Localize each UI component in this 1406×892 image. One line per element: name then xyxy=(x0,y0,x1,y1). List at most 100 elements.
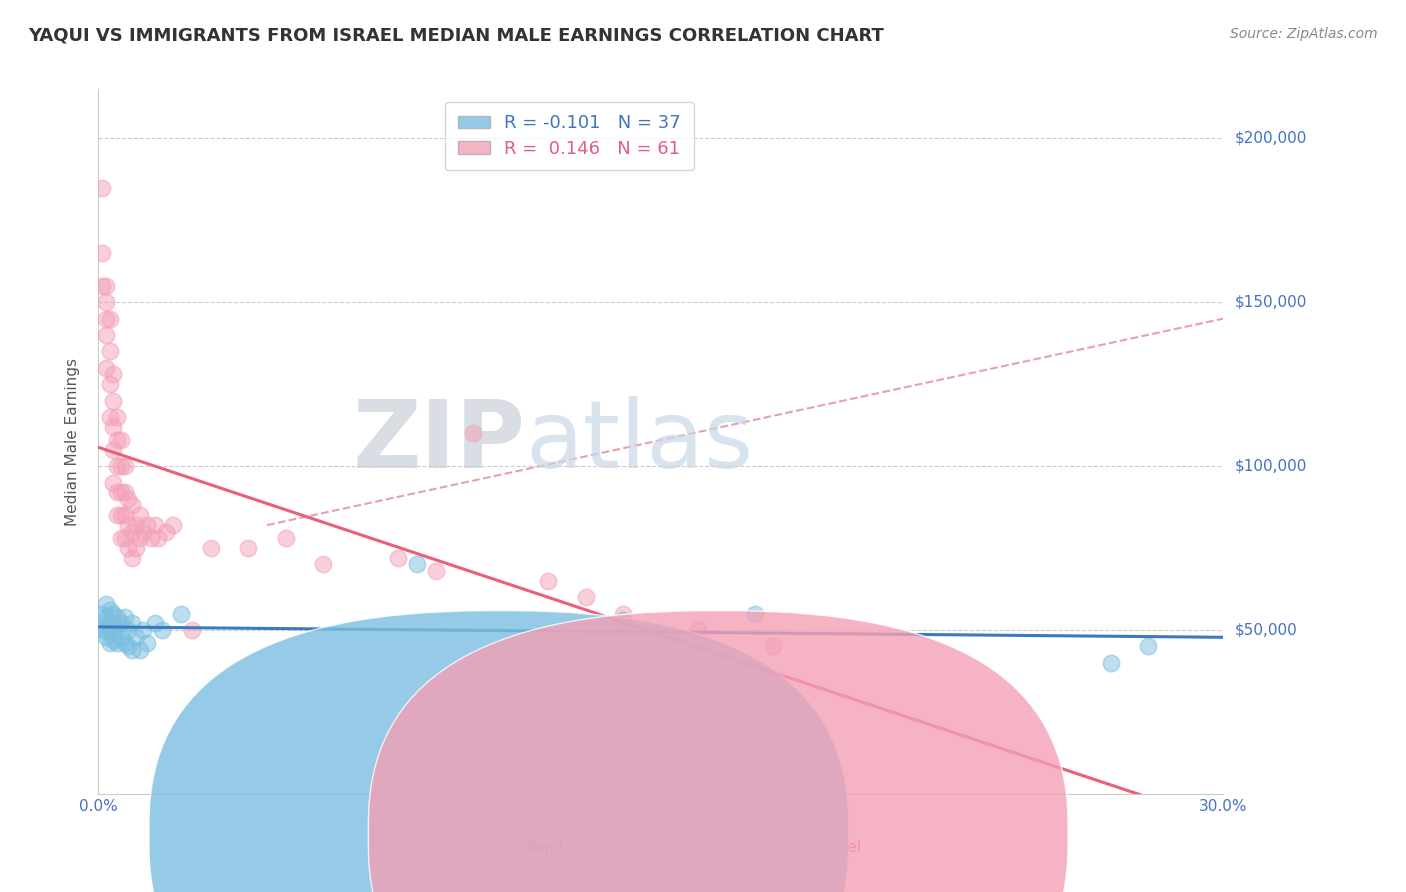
Point xyxy=(238,541,260,555)
Point xyxy=(125,518,148,533)
Point xyxy=(105,620,128,634)
Point xyxy=(105,508,128,523)
Legend: R = -0.101   N = 37, R =  0.146   N = 61: R = -0.101 N = 37, R = 0.146 N = 61 xyxy=(444,102,693,170)
Point xyxy=(105,433,128,447)
Point xyxy=(150,623,173,637)
Point xyxy=(103,368,125,382)
Point xyxy=(103,442,125,457)
Y-axis label: Median Male Earnings: Median Male Earnings xyxy=(65,358,80,525)
Text: $200,000: $200,000 xyxy=(1234,131,1306,146)
Point xyxy=(387,550,409,565)
Point xyxy=(91,180,114,194)
Point xyxy=(114,531,136,545)
Point xyxy=(121,616,143,631)
Point xyxy=(110,616,132,631)
Point xyxy=(94,360,117,375)
Point xyxy=(139,531,162,545)
Text: $50,000: $50,000 xyxy=(1234,623,1298,638)
Point xyxy=(110,508,132,523)
Point xyxy=(91,623,114,637)
Point xyxy=(612,613,634,627)
Point xyxy=(98,409,121,424)
Point xyxy=(612,607,634,621)
Point xyxy=(1099,656,1122,670)
Point xyxy=(121,642,143,657)
Point xyxy=(98,344,121,359)
Point xyxy=(463,426,485,441)
Text: ZIP: ZIP xyxy=(353,395,526,488)
Point xyxy=(117,518,139,533)
Point xyxy=(128,531,150,545)
Point xyxy=(132,524,155,539)
Point xyxy=(128,642,150,657)
Point xyxy=(103,393,125,408)
Point xyxy=(688,623,710,637)
Point xyxy=(91,616,114,631)
Point xyxy=(114,508,136,523)
Point xyxy=(117,623,139,637)
Point xyxy=(103,632,125,647)
Point xyxy=(181,623,204,637)
Point xyxy=(105,409,128,424)
Point xyxy=(274,531,297,545)
Point xyxy=(103,623,125,637)
Point xyxy=(91,246,114,260)
Point xyxy=(121,550,143,565)
Point xyxy=(91,607,114,621)
Point xyxy=(132,623,155,637)
Point xyxy=(110,433,132,447)
Point xyxy=(103,475,125,490)
Point xyxy=(121,499,143,513)
Text: Yaqui: Yaqui xyxy=(523,839,562,855)
Point xyxy=(103,607,125,621)
Point xyxy=(143,518,166,533)
Point xyxy=(744,607,766,621)
Point xyxy=(105,610,128,624)
Point xyxy=(128,508,150,523)
Point xyxy=(98,616,121,631)
Point xyxy=(200,541,222,555)
Point xyxy=(125,541,148,555)
Point xyxy=(110,630,132,644)
Point xyxy=(105,459,128,474)
Point xyxy=(110,531,132,545)
Text: $150,000: $150,000 xyxy=(1234,294,1306,310)
Point xyxy=(91,278,114,293)
Point xyxy=(94,295,117,310)
Point xyxy=(425,564,447,578)
Point xyxy=(105,485,128,500)
Point xyxy=(110,485,132,500)
Text: Source: ZipAtlas.com: Source: ZipAtlas.com xyxy=(1230,27,1378,41)
Point xyxy=(162,518,184,533)
Point xyxy=(98,311,121,326)
Point xyxy=(98,377,121,392)
Point xyxy=(117,541,139,555)
Point xyxy=(103,419,125,434)
Point xyxy=(762,640,785,654)
Point xyxy=(94,597,117,611)
Point xyxy=(114,459,136,474)
Point xyxy=(136,636,159,650)
Point xyxy=(114,485,136,500)
Point xyxy=(94,610,117,624)
Point xyxy=(136,518,159,533)
Point xyxy=(170,607,193,621)
Point xyxy=(105,636,128,650)
Point xyxy=(98,603,121,617)
Point xyxy=(94,623,117,637)
Point xyxy=(155,524,177,539)
Point xyxy=(114,636,136,650)
Text: $100,000: $100,000 xyxy=(1234,458,1306,474)
Text: YAQUI VS IMMIGRANTS FROM ISRAEL MEDIAN MALE EARNINGS CORRELATION CHART: YAQUI VS IMMIGRANTS FROM ISRAEL MEDIAN M… xyxy=(28,27,884,45)
Point xyxy=(94,278,117,293)
FancyBboxPatch shape xyxy=(149,611,849,892)
Text: atlas: atlas xyxy=(526,395,754,488)
Point xyxy=(121,524,143,539)
Point xyxy=(575,591,598,605)
Point xyxy=(94,328,117,343)
Point xyxy=(143,616,166,631)
Point xyxy=(110,459,132,474)
Point xyxy=(94,630,117,644)
Point xyxy=(406,558,429,572)
Point xyxy=(114,610,136,624)
